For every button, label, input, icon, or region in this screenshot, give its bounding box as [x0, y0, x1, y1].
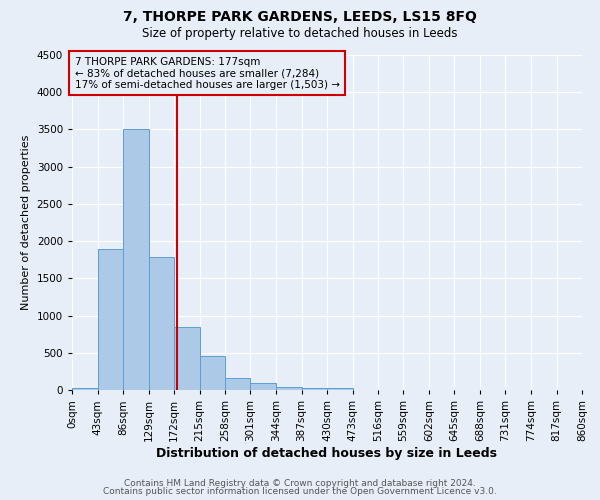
Bar — [72, 388, 97, 390]
Bar — [149, 258, 174, 390]
Bar — [123, 130, 149, 390]
Bar — [327, 388, 353, 390]
Bar — [97, 248, 123, 390]
Bar — [225, 378, 251, 390]
Bar — [276, 386, 302, 390]
Bar — [174, 328, 199, 390]
Text: Size of property relative to detached houses in Leeds: Size of property relative to detached ho… — [142, 28, 458, 40]
Bar — [251, 384, 276, 390]
Bar — [199, 356, 225, 390]
Text: Contains HM Land Registry data © Crown copyright and database right 2024.: Contains HM Land Registry data © Crown c… — [124, 478, 476, 488]
Text: Contains public sector information licensed under the Open Government Licence v3: Contains public sector information licen… — [103, 487, 497, 496]
Text: 7, THORPE PARK GARDENS, LEEDS, LS15 8FQ: 7, THORPE PARK GARDENS, LEEDS, LS15 8FQ — [123, 10, 477, 24]
X-axis label: Distribution of detached houses by size in Leeds: Distribution of detached houses by size … — [157, 446, 497, 460]
Bar — [302, 388, 327, 390]
Text: 7 THORPE PARK GARDENS: 177sqm
← 83% of detached houses are smaller (7,284)
17% o: 7 THORPE PARK GARDENS: 177sqm ← 83% of d… — [74, 56, 340, 90]
Y-axis label: Number of detached properties: Number of detached properties — [21, 135, 31, 310]
